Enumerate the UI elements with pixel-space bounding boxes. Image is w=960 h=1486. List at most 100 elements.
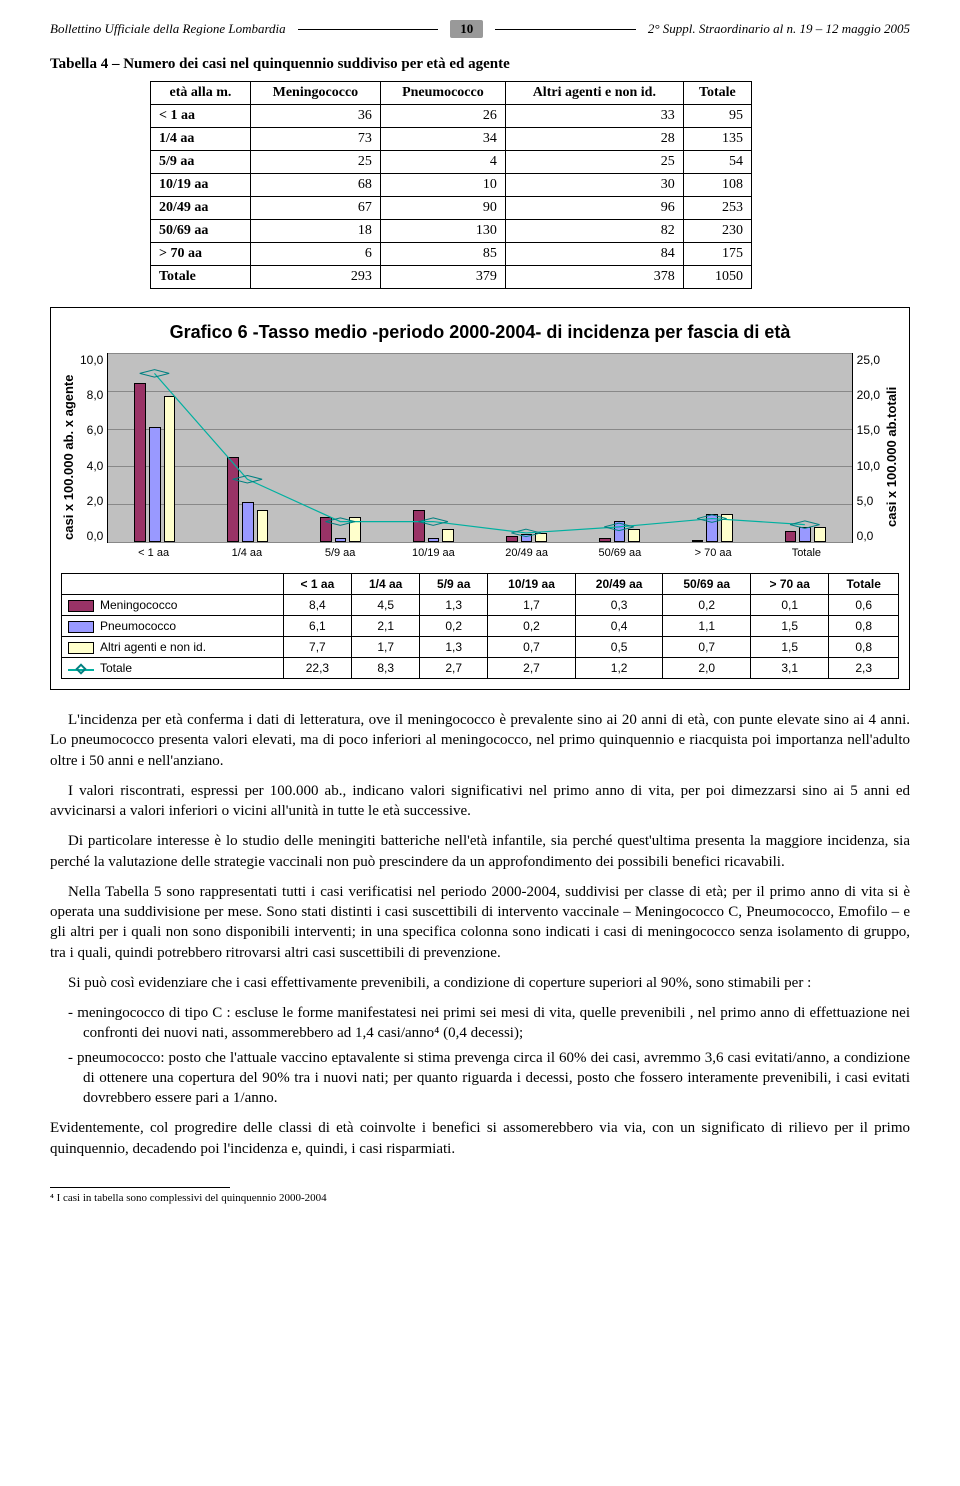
table4-row-label: > 70 aa xyxy=(151,243,251,266)
table4-col-3: Altri agenti e non id. xyxy=(505,82,683,105)
page-number: 10 xyxy=(450,20,483,38)
paragraph-2: I valori riscontrati, espressi per 100.0… xyxy=(50,781,910,822)
table4-cell: 54 xyxy=(683,151,751,174)
legend-cell: 2,7 xyxy=(420,658,488,679)
legend-cell: 0,7 xyxy=(488,637,576,658)
header-rule-right xyxy=(495,29,636,30)
header-right: 2° Suppl. Straordinario al n. 19 – 12 ma… xyxy=(648,21,910,37)
legend-series-label: Totale xyxy=(62,658,284,679)
table4-cell: 253 xyxy=(683,197,751,220)
table4-row-label: 5/9 aa xyxy=(151,151,251,174)
category-label: 5/9 aa xyxy=(294,545,387,561)
legend-cell: 1,5 xyxy=(751,637,829,658)
bullet-2: pneumococco: posto che l'attuale vaccino… xyxy=(68,1048,910,1109)
table4-row-label: 10/19 aa xyxy=(151,174,251,197)
table4-cell: 293 xyxy=(250,266,380,289)
table4-cell: 6 xyxy=(250,243,380,266)
table4-col-0: età alla m. xyxy=(151,82,251,105)
table4-row: Totale2933793781050 xyxy=(151,266,752,289)
ytick-left: 10,0 xyxy=(80,353,103,367)
legend-cell: 0,4 xyxy=(575,616,663,637)
legend-swatch xyxy=(68,600,94,612)
table4-row-label: 20/49 aa xyxy=(151,197,251,220)
category-label: 20/49 aa xyxy=(480,545,573,561)
legend-cell: 3,1 xyxy=(751,658,829,679)
legend-table-corner xyxy=(62,574,284,595)
category-label: Totale xyxy=(760,545,853,561)
table4-cell: 130 xyxy=(380,220,505,243)
legend-cell: 0,1 xyxy=(751,595,829,616)
header-left: Bollettino Ufficiale della Regione Lomba… xyxy=(50,21,286,37)
legend-cell: 22,3 xyxy=(283,658,352,679)
bullet-1: meningococco di tipo C : escluse le form… xyxy=(68,1003,910,1044)
paragraph-1: L'incidenza per età conferma i dati di l… xyxy=(50,710,910,771)
legend-cell: 0,3 xyxy=(575,595,663,616)
line-totale xyxy=(155,373,805,533)
table4-cell: 90 xyxy=(380,197,505,220)
y-axis-left-ticks: 10,08,06,04,02,00,0 xyxy=(80,353,107,543)
table4-cell: 34 xyxy=(380,128,505,151)
legend-cell: 0,5 xyxy=(575,637,663,658)
chart6-plot-area xyxy=(107,353,852,543)
table4-row: 20/49 aa679096253 xyxy=(151,197,752,220)
legend-series-text: Meningococco xyxy=(100,598,177,612)
legend-cell: 2,0 xyxy=(663,658,751,679)
legend-swatch xyxy=(68,642,94,654)
legend-table-col: 10/19 aa xyxy=(488,574,576,595)
category-label: > 70 aa xyxy=(667,545,760,561)
legend-table-col: 50/69 aa xyxy=(663,574,751,595)
table4-cell: 135 xyxy=(683,128,751,151)
chart6-title: Grafico 6 -Tasso medio -periodo 2000-200… xyxy=(61,322,899,343)
category-label: 50/69 aa xyxy=(573,545,666,561)
paragraph-4: Nella Tabella 5 sono rappresentati tutti… xyxy=(50,882,910,963)
footnote-rule xyxy=(50,1187,230,1188)
legend-series-label: Altri agenti e non id. xyxy=(62,637,284,658)
table4-cell: 379 xyxy=(380,266,505,289)
table4-row: 50/69 aa1813082230 xyxy=(151,220,752,243)
chart6-table-head: < 1 aa1/4 aa5/9 aa10/19 aa20/49 aa50/69 … xyxy=(62,574,899,595)
table4-cell: 73 xyxy=(250,128,380,151)
legend-table-col: 20/49 aa xyxy=(575,574,663,595)
legend-table-row: Meningococco8,44,51,31,70,30,20,10,6 xyxy=(62,595,899,616)
ytick-left: 2,0 xyxy=(87,494,104,508)
table4: età alla m.MeningococcoPneumococcoAltri … xyxy=(150,81,752,289)
bullet-list: meningococco di tipo C : escluse le form… xyxy=(50,1003,910,1108)
legend-line-swatch xyxy=(68,663,94,675)
legend-cell: 8,4 xyxy=(283,595,352,616)
table4-col-4: Totale xyxy=(683,82,751,105)
table4-cell: 96 xyxy=(505,197,683,220)
legend-table-row: Pneumococco6,12,10,20,20,41,11,50,8 xyxy=(62,616,899,637)
legend-table-col: > 70 aa xyxy=(751,574,829,595)
paragraph-5: Si può così evidenziare che i casi effet… xyxy=(50,973,910,993)
chart6-container: Grafico 6 -Tasso medio -periodo 2000-200… xyxy=(50,307,910,690)
paragraph-3: Di particolare interesse è lo studio del… xyxy=(50,831,910,872)
ytick-left: 6,0 xyxy=(87,423,104,437)
chart6-data-table: < 1 aa1/4 aa5/9 aa10/19 aa20/49 aa50/69 … xyxy=(61,573,899,679)
table4-cell: 378 xyxy=(505,266,683,289)
table4-head-row: età alla m.MeningococcoPneumococcoAltri … xyxy=(151,82,752,105)
table4-row-label: Totale xyxy=(151,266,251,289)
table4-row: > 70 aa68584175 xyxy=(151,243,752,266)
chart6-category-labels: < 1 aa1/4 aa5/9 aa10/19 aa20/49 aa50/69 … xyxy=(80,545,880,561)
table4-cell: 85 xyxy=(380,243,505,266)
gridline xyxy=(108,542,851,543)
table4-cell: 84 xyxy=(505,243,683,266)
legend-table-col: Totale xyxy=(829,574,899,595)
table4-cell: 18 xyxy=(250,220,380,243)
table4-title: Tabella 4 – Numero dei casi nel quinquen… xyxy=(50,56,910,73)
ytick-right: 10,0 xyxy=(857,459,880,473)
table4-cell: 30 xyxy=(505,174,683,197)
table4-cell: 26 xyxy=(380,105,505,128)
legend-cell: 0,7 xyxy=(663,637,751,658)
chart6-line-overlay xyxy=(108,353,851,542)
footnote-4: ⁴ I casi in tabella sono complessivi del… xyxy=(50,1192,910,1204)
legend-series-text: Pneumococco xyxy=(100,619,176,633)
page-header: Bollettino Ufficiale della Regione Lomba… xyxy=(50,20,910,38)
category-label: < 1 aa xyxy=(107,545,200,561)
legend-cell: 6,1 xyxy=(283,616,352,637)
table4-row: 10/19 aa681030108 xyxy=(151,174,752,197)
legend-cell: 1,7 xyxy=(352,637,420,658)
table4-row: 1/4 aa733428135 xyxy=(151,128,752,151)
ytick-right: 20,0 xyxy=(857,388,880,402)
ytick-right: 15,0 xyxy=(857,423,880,437)
